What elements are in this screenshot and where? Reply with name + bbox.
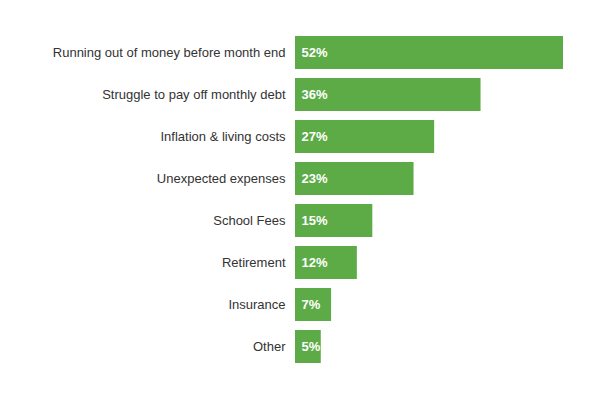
- svg-text:52%: 52%: [302, 45, 328, 60]
- svg-text:27%: 27%: [302, 129, 328, 144]
- svg-text:Struggle to pay off monthly de: Struggle to pay off monthly debt: [102, 87, 286, 102]
- svg-text:5%: 5%: [302, 339, 321, 354]
- svg-text:7%: 7%: [302, 297, 321, 312]
- svg-text:Inflation & living costs: Inflation & living costs: [160, 129, 286, 144]
- svg-text:Retirement: Retirement: [222, 255, 286, 270]
- svg-text:Unexpected expenses: Unexpected expenses: [157, 171, 286, 186]
- svg-text:23%: 23%: [302, 171, 328, 186]
- svg-text:Insurance: Insurance: [228, 297, 285, 312]
- svg-text:Other: Other: [253, 339, 286, 354]
- svg-text:15%: 15%: [302, 213, 328, 228]
- svg-text:School Fees: School Fees: [213, 213, 286, 228]
- svg-text:36%: 36%: [302, 87, 328, 102]
- svg-text:12%: 12%: [302, 255, 328, 270]
- svg-text:Running out of money before mo: Running out of money before month end: [53, 45, 286, 60]
